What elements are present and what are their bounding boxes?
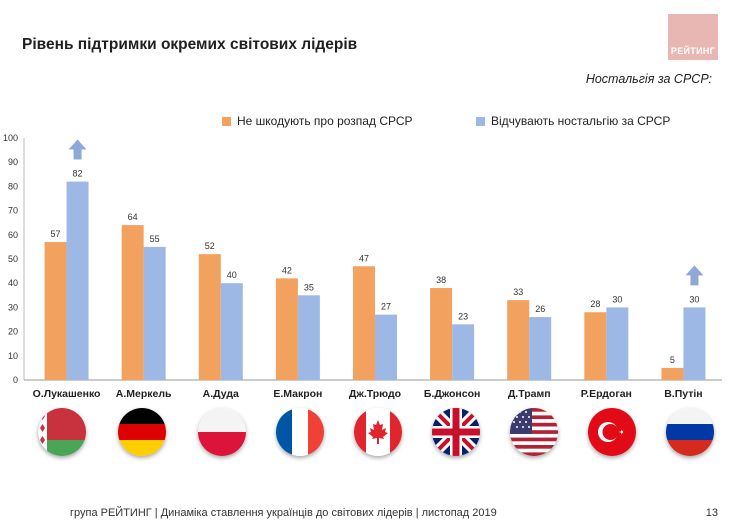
y-tick-label: 70 [8,206,18,216]
data-label: 26 [535,304,545,314]
bar-0-6 [507,300,530,380]
bar-1-3 [297,295,320,380]
data-label: 42 [282,265,292,275]
category-label: Дж.Трюдо [349,388,401,400]
data-label: 35 [304,282,314,292]
category-label: Д.Трамп [508,388,551,400]
page-title: Рівень підтримки окремих світових лідері… [22,36,358,53]
chart-legend: Не шкодують про розпад СРСР Відчувають н… [0,114,732,134]
legend-item-0: Не шкодують про розпад СРСР [222,114,413,128]
up-arrow-icon [68,139,87,160]
y-tick-label: 100 [3,133,18,143]
legend-label-1: Відчувають ностальгію за СРСР [491,114,671,128]
bar-0-8 [661,367,684,380]
data-label: 47 [359,253,369,263]
rating-logo: РЕЙТИНГ [668,14,718,60]
category-label: Е.Макрон [273,388,322,400]
category-label: А.Дуда [203,388,239,400]
legend-swatch-blue [476,116,485,126]
data-label: 55 [150,234,160,244]
data-label: 30 [689,294,699,304]
belarus-flag-icon [38,408,86,456]
data-label: 40 [227,270,237,280]
data-label: 30 [612,294,622,304]
logo-text: РЕЙТИНГ [670,46,716,56]
legend-swatch-orange [222,116,231,126]
bar-1-7 [606,307,629,380]
data-label: 27 [381,302,391,312]
y-tick-label: 20 [8,327,18,337]
category-label: В.Путін [664,388,702,400]
category-label: А.Меркель [116,388,172,400]
bar-1-2 [220,283,243,380]
data-label: 33 [513,287,523,297]
y-tick-label: 60 [8,230,18,240]
y-tick-label: 40 [8,278,18,288]
france-flag-icon [276,408,324,456]
flag-row [0,408,732,468]
bar-0-4 [353,266,375,380]
data-label: 38 [436,275,446,285]
bar-0-1 [121,225,144,380]
legend-item-1: Відчувають ностальгію за СРСР [476,114,670,128]
data-label: 52 [205,241,215,251]
bar-0-3 [275,278,298,380]
bar-0-0 [44,242,67,380]
germany-flag-icon [118,408,166,456]
bar-1-6 [529,317,552,380]
category-label: О.Лукашенко [33,388,101,400]
y-tick-label: 50 [8,254,18,264]
data-label: 57 [51,229,61,239]
category-label: Б.Джонсон [424,388,480,400]
data-label: 23 [458,311,468,321]
category-label: Р.Ердоган [581,388,632,400]
bar-1-5 [452,324,475,380]
chart-subtitle: Ностальгія за СРСР: [585,72,712,86]
data-label: 28 [590,299,600,309]
data-label: 82 [73,169,83,179]
y-tick-label: 80 [8,181,18,191]
bar-1-1 [143,246,166,380]
y-tick-label: 0 [13,375,18,385]
bar-0-5 [430,288,453,380]
bar-1-0 [66,181,89,380]
page-footer: група РЕЙТИНГ | Динаміка ставлення украї… [70,507,497,519]
bar-chart: 0 10 20 30 40 50 60 70 80 90 100 57 82 О.Лукашенко 64 5… [3,133,722,400]
bar-0-2 [198,254,221,380]
turkey-flag-icon [588,408,636,456]
data-label: 5 [670,355,675,365]
canada-flag-icon [354,408,402,456]
usa-flag-icon [510,408,558,456]
bar-1-8 [683,307,706,380]
y-tick-label: 10 [8,351,18,361]
y-tick-label: 90 [8,157,18,167]
y-tick-label: 30 [8,302,18,312]
bar-1-4 [375,314,397,380]
poland-flag-icon [198,408,246,456]
data-label: 64 [128,212,138,222]
up-arrow-icon [685,265,704,286]
russia-flag-icon [666,408,714,456]
uk-flag-icon [432,408,480,456]
legend-label-0: Не шкодують про розпад СРСР [237,114,413,128]
page-number: 13 [705,507,718,519]
bar-0-7 [584,312,607,380]
